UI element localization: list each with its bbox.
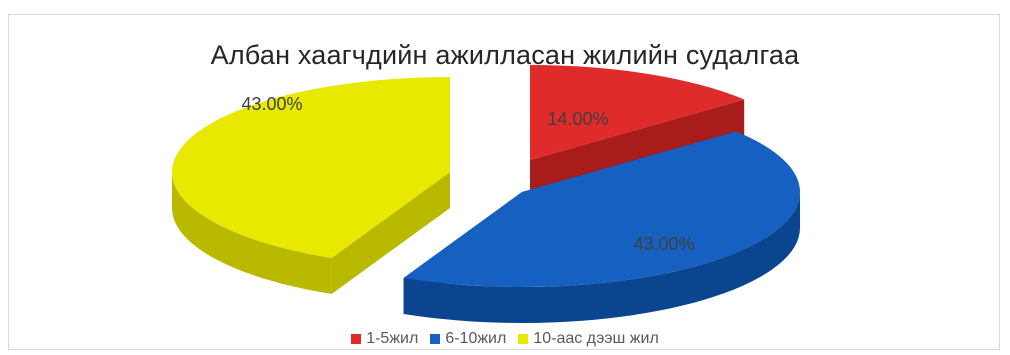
legend-swatch-1	[351, 334, 362, 344]
slice-1-wall-2	[530, 99, 745, 196]
legend-swatch-2	[430, 334, 441, 344]
slice-1-top	[530, 65, 745, 160]
legend-label-3: 10-аас дээш жил	[533, 330, 659, 347]
slice-3-side	[172, 172, 332, 294]
slice-3-wall-1	[331, 172, 450, 294]
legend-label-1: 1-5жил	[366, 330, 419, 347]
slice-3-top	[172, 77, 450, 258]
slice-2-side	[403, 192, 800, 323]
legend-label-2: 6-10жил	[445, 330, 507, 347]
slice-labels: 14.00% 43.00% 43.00%	[241, 94, 694, 254]
legend-item-1: 1-5жил	[351, 330, 418, 348]
slice-tops	[172, 65, 801, 288]
legend: 1-5жил 6-10жил 10-аас дээш жил	[0, 330, 1010, 348]
legend-swatch-3	[518, 334, 529, 344]
slice-2-top	[403, 131, 801, 288]
chart-title: Албан хаагчдийн ажилласан жилийн судалга…	[210, 40, 800, 70]
data-label-1: 14.00%	[547, 109, 608, 129]
data-label-3: 43.00%	[241, 94, 302, 114]
legend-item-2: 6-10жил	[430, 330, 506, 348]
legend-item-3: 10-аас дээш жил	[518, 330, 659, 348]
data-label-2: 43.00%	[633, 234, 694, 254]
